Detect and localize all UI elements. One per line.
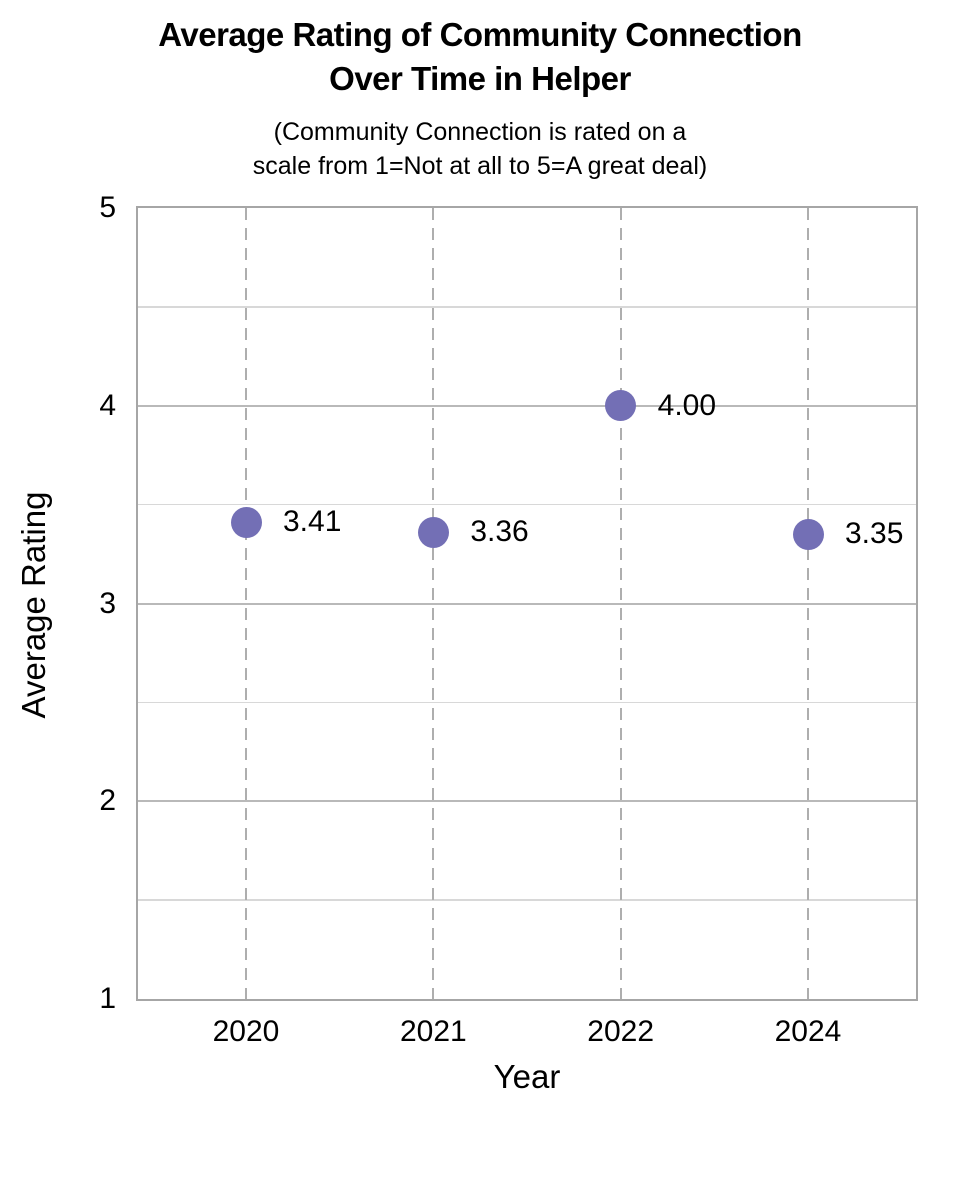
x-tick-label-2020: 2020 bbox=[212, 1015, 280, 1048]
data-point-label-2021: 3.36 bbox=[470, 515, 529, 549]
data-point-2021 bbox=[417, 516, 449, 548]
data-point-label-2024: 3.35 bbox=[845, 517, 904, 551]
chart-title: Average Rating of Community Connection O… bbox=[0, 13, 960, 101]
v-gridline-dashed-2024 bbox=[807, 208, 809, 999]
data-point-2020 bbox=[230, 506, 262, 538]
x-axis-title: Year bbox=[493, 1058, 561, 1095]
chart-subtitle-line-2: scale from 1=Not at all to 5=A great dea… bbox=[252, 152, 708, 180]
v-gridline-dashed-2021 bbox=[432, 208, 435, 999]
y-tick-label-1: 1 bbox=[99, 982, 116, 1015]
y-tick-label-5: 5 bbox=[99, 191, 116, 224]
data-point-label-2022: 4.00 bbox=[657, 388, 717, 422]
h-gridline-minor bbox=[138, 701, 916, 704]
x-tick-label-2022: 2022 bbox=[587, 1015, 655, 1048]
chart-subtitle-line-1: (Community Connection is rated on a bbox=[273, 118, 687, 146]
v-gridline-dashed-2022 bbox=[619, 208, 622, 999]
y-tick-label-4: 4 bbox=[99, 388, 116, 422]
x-tick-label-2021: 2021 bbox=[399, 1015, 467, 1048]
chart-subtitle: (Community Connection is rated on a scal… bbox=[0, 115, 960, 183]
h-gridline-minor bbox=[138, 899, 916, 901]
y-tick-label-3: 3 bbox=[99, 586, 116, 620]
h-gridline-major bbox=[138, 404, 916, 407]
h-gridline-minor bbox=[138, 503, 916, 506]
data-point-2022 bbox=[605, 390, 637, 422]
h-gridline-major bbox=[138, 800, 916, 803]
chart-title-line-1: Average Rating of Community Connection bbox=[158, 16, 802, 53]
v-gridline-dashed-2020 bbox=[245, 208, 247, 999]
h-gridline-minor bbox=[138, 306, 916, 308]
h-gridline-major bbox=[138, 602, 916, 605]
data-point-2024 bbox=[792, 518, 824, 550]
data-point-label-2020: 3.41 bbox=[283, 505, 342, 539]
chart-title-line-2: Over Time in Helper bbox=[329, 60, 631, 97]
plot-area: 3.41 3.36 4.00 3.35 bbox=[136, 206, 918, 1001]
x-tick-label-2024: 2024 bbox=[774, 1015, 842, 1048]
y-tick-label-2: 2 bbox=[99, 784, 116, 818]
